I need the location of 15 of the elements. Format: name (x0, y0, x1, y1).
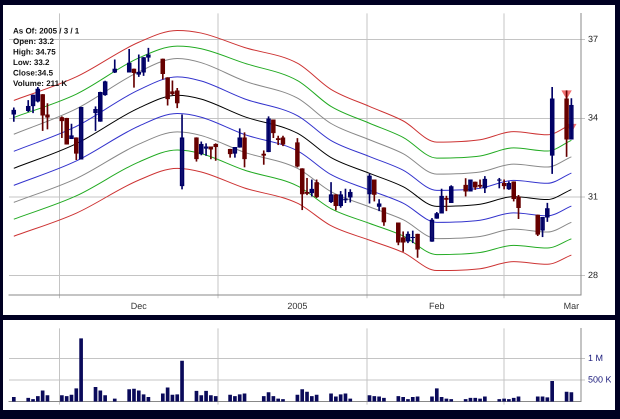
annotation: Volume: 211 K (13, 79, 68, 88)
annotation: High: 34.75 (13, 48, 56, 57)
annotation: Low: 33.2 (13, 58, 50, 68)
x-tick-label: 2005 (287, 301, 308, 312)
y-tick-label: 34 (588, 112, 598, 123)
y-tick-label: 31 (588, 191, 598, 202)
annotation: As Of: 2005 / 3 / 1 (13, 26, 80, 36)
x-tick-label: Feb (429, 301, 445, 312)
x-tick-label: Dec (130, 301, 148, 312)
annotation: Open: 33.2 (13, 37, 54, 46)
y-tick-label: 28 (588, 270, 598, 280)
annotation: Close:34.5 (13, 68, 54, 78)
x-tick-label: Mar (564, 301, 580, 312)
y-tick-label: 37 (588, 34, 598, 44)
y-tick-label: 1 M (588, 353, 604, 364)
